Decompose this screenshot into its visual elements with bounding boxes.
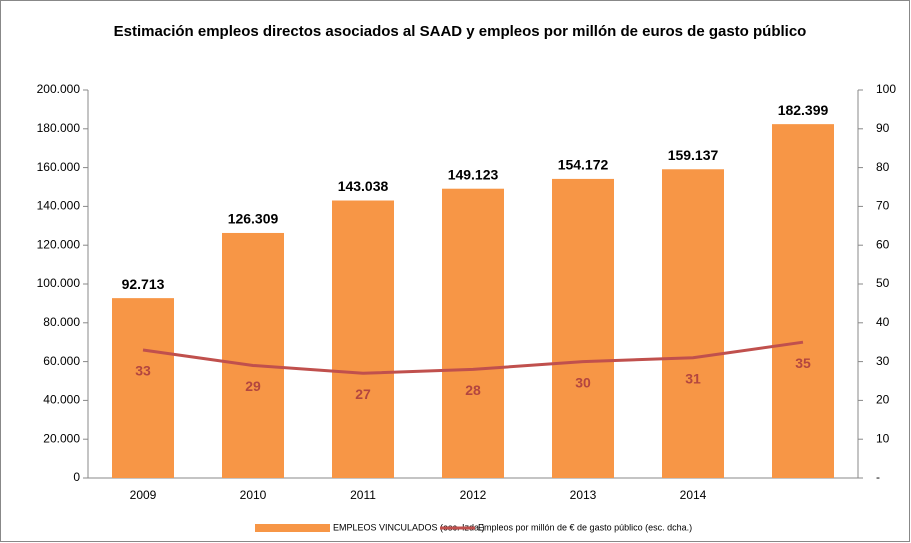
y2-tick-label: 70	[876, 199, 890, 213]
line-label: 29	[245, 378, 261, 394]
y-tick-label: 200.000	[37, 82, 81, 96]
x-tick-label: 2013	[570, 488, 597, 502]
bar-label: 159.137	[668, 147, 719, 163]
y-tick-label: 80.000	[43, 315, 80, 329]
x-tick-label: 2011	[350, 488, 376, 502]
line-label: 30	[575, 374, 591, 390]
legend-label: EMPLEOS VINCULADOS (esc. Izda.)	[333, 522, 485, 532]
y-tick-label: 60.000	[43, 354, 80, 368]
y2-tick-label: 100	[876, 82, 896, 96]
line-label: 33	[135, 363, 151, 379]
x-tick-label: 2009	[130, 488, 157, 502]
y2-tick-label: 60	[876, 237, 890, 251]
y-tick-label: 40.000	[43, 393, 80, 407]
y2-tick-label: 30	[876, 354, 890, 368]
x-tick-label: 2012	[460, 488, 487, 502]
y-tick-label: 160.000	[37, 160, 81, 174]
bar-label: 154.172	[558, 157, 609, 173]
bar	[772, 124, 834, 479]
legend-label: Empleos por millón de € de gasto público…	[478, 522, 692, 532]
y-tick-label: 20.000	[43, 431, 80, 445]
y2-tick-label: 50	[876, 276, 890, 290]
bar	[112, 298, 174, 478]
bar	[442, 188, 504, 478]
y-tick-label: 120.000	[37, 237, 81, 251]
y2-tick-label: 80	[876, 160, 890, 174]
bar-label: 126.309	[228, 211, 279, 227]
bar	[332, 200, 394, 478]
line-label: 35	[795, 355, 811, 371]
x-tick-label: 2014	[680, 488, 707, 502]
y2-tick-label: 10	[876, 431, 890, 445]
bar	[552, 178, 614, 479]
line-label: 27	[355, 386, 371, 402]
y2-tick-label: 90	[876, 121, 890, 135]
y-tick-label: 140.000	[37, 199, 81, 213]
line	[142, 340, 804, 375]
bar-label: 92.713	[122, 276, 165, 292]
bar-label: 143.038	[338, 178, 389, 194]
bar	[222, 232, 284, 478]
y2-tick-label: -	[876, 470, 880, 484]
x-tick-label: 2010	[240, 488, 267, 502]
y-tick-label: 0	[73, 470, 80, 484]
line-label: 28	[465, 382, 481, 398]
bar-label: 149.123	[448, 166, 499, 182]
line-label: 31	[685, 370, 701, 386]
legend-swatch	[255, 524, 330, 532]
y-tick-label: 180.000	[37, 121, 81, 135]
chart-title: Estimación empleos directos asociados al…	[113, 23, 807, 40]
bar-label: 182.399	[778, 102, 829, 118]
y2-tick-label: 20	[876, 393, 890, 407]
y-tick-label: 100.000	[37, 276, 81, 290]
bar	[662, 169, 724, 478]
y2-tick-label: 40	[876, 315, 890, 329]
